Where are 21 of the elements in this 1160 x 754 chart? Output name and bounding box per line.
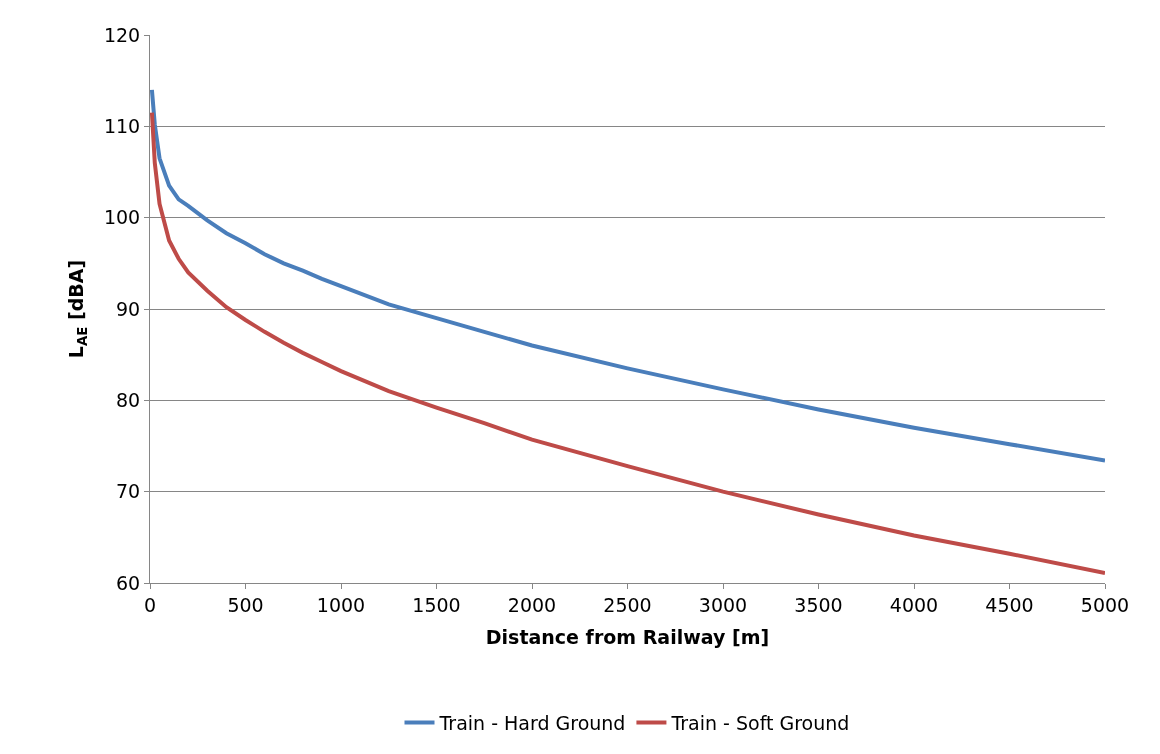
x-tick-label: 1500 <box>412 593 461 616</box>
legend-label: Train - Hard Ground <box>438 711 626 734</box>
y-tick-label: 110 <box>103 114 141 137</box>
x-tick-label: 0 <box>143 593 157 616</box>
y-tick-label: 70 <box>116 480 141 503</box>
x-tick-label: 500 <box>227 593 264 616</box>
y-tick-label: 80 <box>116 388 141 411</box>
x-tick-label: 3500 <box>794 593 843 616</box>
x-tick-label: 1000 <box>316 593 366 616</box>
y-tick-label: 90 <box>116 297 141 320</box>
x-tick-label: 4500 <box>985 593 1034 616</box>
x-tick-label: 2000 <box>507 593 557 616</box>
x-tick-label: 4000 <box>889 593 939 616</box>
y-tick-label: 100 <box>103 206 141 229</box>
y-tick-label: 60 <box>116 571 141 594</box>
x-tick-label: 2500 <box>603 593 652 616</box>
y-tick-label: 120 <box>103 23 141 46</box>
x-tick-label: 5000 <box>1080 593 1130 616</box>
x-axis-title: Distance from Railway [m] <box>485 625 770 648</box>
x-tick-label: 3000 <box>698 593 748 616</box>
legend-label: Train - Soft Ground <box>670 711 850 734</box>
